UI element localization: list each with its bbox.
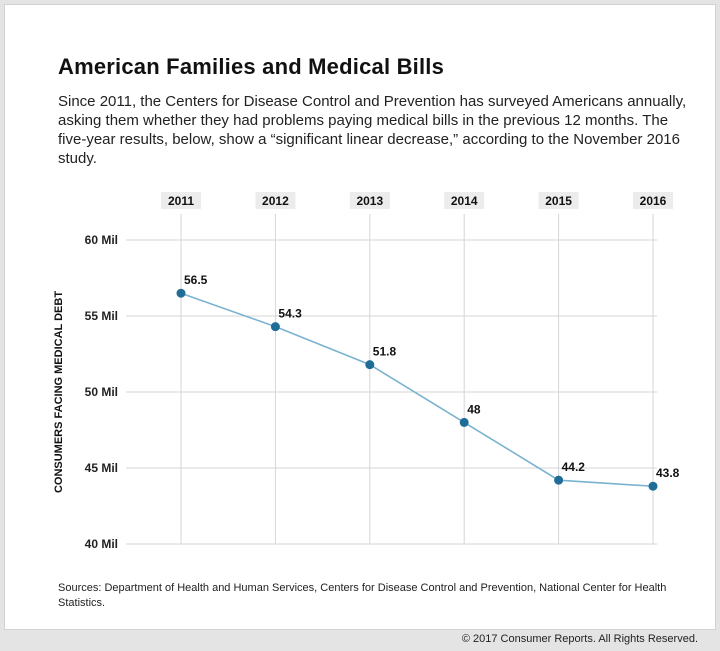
- data-label: 51.8: [373, 345, 397, 359]
- x-tick-label: 2014: [451, 194, 478, 208]
- year-label-box: [349, 192, 390, 209]
- data-label: 56.5: [184, 273, 208, 287]
- year-label-box: [444, 192, 485, 209]
- y-tick-label: 45 Mil: [85, 461, 118, 475]
- chart-title: American Families and Medical Bills: [58, 54, 445, 79]
- chart-card: [4, 4, 716, 630]
- data-label: 43.8: [656, 466, 680, 480]
- y-axis-label: CONSUMERS FACING MEDICAL DEBT: [53, 291, 65, 493]
- x-tick-label: 2012: [262, 194, 289, 208]
- data-label: 48: [467, 402, 481, 416]
- data-point: [459, 417, 469, 427]
- x-tick-label: 2015: [545, 194, 572, 208]
- data-point: [365, 360, 375, 370]
- y-tick-label: 60 Mil: [85, 233, 118, 247]
- data-label: 54.3: [278, 307, 302, 321]
- data-point: [270, 322, 280, 332]
- year-label-box: [633, 192, 673, 209]
- chart-subtitle: Since 2011, the Centers for Disease Cont…: [58, 93, 687, 167]
- data-point: [648, 481, 658, 491]
- y-tick-label: 55 Mil: [85, 309, 118, 323]
- series-line: [180, 292, 654, 488]
- copyright-text: © 2017 Consumer Reports. All Rights Rese…: [461, 633, 698, 645]
- year-label-box: [255, 192, 296, 209]
- sources-note: Sources: Department of Health and Human …: [58, 582, 667, 609]
- y-tick-label: 50 Mil: [85, 385, 118, 399]
- data-label: 44.2: [562, 460, 586, 474]
- x-tick-label: 2013: [356, 194, 383, 208]
- y-tick-label: 40 Mil: [85, 537, 118, 551]
- data-point: [176, 288, 186, 298]
- x-tick-label: 2011: [168, 194, 194, 208]
- year-label-box: [161, 192, 201, 209]
- x-tick-label: 2016: [640, 194, 667, 208]
- data-point: [554, 475, 564, 485]
- year-label-box: [538, 192, 579, 209]
